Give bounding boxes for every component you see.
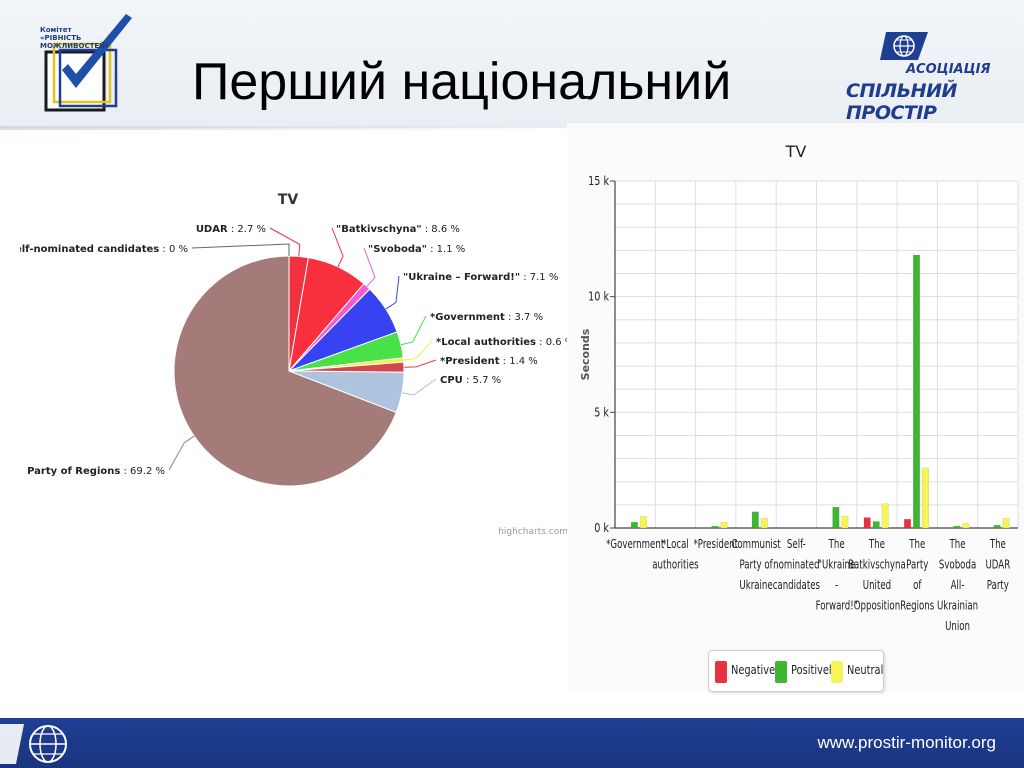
bar[interactable]	[953, 525, 961, 529]
bar[interactable]	[872, 521, 880, 529]
pie-data-label: *Local authorities : 0.6 %	[436, 337, 574, 348]
pie-connector	[401, 378, 437, 396]
bar[interactable]	[841, 515, 849, 529]
legend-swatch	[831, 661, 843, 683]
pie-data-label: *President : 1.4 %	[440, 356, 538, 367]
bar[interactable]	[630, 521, 638, 529]
x-tick-label: Communist Party of Ukraine	[731, 538, 780, 593]
bar[interactable]	[881, 503, 889, 529]
bar-title: TV	[785, 142, 807, 161]
committee-logo	[44, 14, 132, 112]
association-logo-line1: АСОЦІАЦІЯ	[906, 62, 991, 77]
bar[interactable]	[760, 518, 768, 529]
x-tick-label: *President	[693, 538, 738, 552]
pie-chart: TV UDAR : 2.7 % "Batkivschyna" : 8.6 % "Svo…	[20, 192, 574, 537]
bar[interactable]	[922, 467, 929, 529]
bar[interactable]	[711, 525, 719, 529]
pie-connector	[403, 359, 437, 368]
association-logo	[880, 32, 928, 60]
bar[interactable]	[832, 506, 840, 529]
bar-chart-legend: Negatively Positively Neutral	[708, 650, 884, 692]
pie-credit[interactable]: highcharts.com	[498, 527, 568, 537]
x-tick-label: The UDAR Party	[986, 538, 1011, 593]
bar[interactable]	[913, 254, 920, 529]
x-tick-label: The Party of Regions	[900, 538, 934, 613]
x-tick-label: The Batkivschyna United Opposition	[848, 538, 906, 613]
y-tick-label: 10 k	[588, 290, 609, 304]
pie-data-label: Party of Regions : 69.2 %	[27, 466, 165, 477]
y-axis-title: Seconds	[579, 328, 592, 380]
association-logo-line2: СПІЛЬНИЙ ПРОСТІР	[846, 80, 957, 124]
y-tick-label: 0 k	[594, 521, 609, 535]
pie-data-label: "Ukraine – Forward!" : 7.1 %	[403, 272, 558, 283]
legend-item[interactable]: Neutral	[847, 663, 884, 677]
header-divider	[0, 126, 580, 130]
pie-data-label: UDAR : 2.7 %	[196, 224, 266, 235]
pie-data-label: "Svoboda" : 1.1 %	[368, 244, 465, 255]
header-band	[0, 0, 1024, 128]
bar[interactable]	[639, 516, 647, 529]
pie-data-label: Self-nominated candidates : 0 %	[20, 244, 188, 255]
pie-connector	[191, 243, 290, 256]
bar[interactable]	[962, 523, 970, 529]
legend-item[interactable]: Positively	[791, 663, 838, 677]
pie-connector	[331, 227, 344, 268]
pie-title: TV	[278, 192, 299, 208]
x-tick-label: *Local authorities	[652, 538, 698, 572]
x-tick-label: The Svoboda All-Ukrainian Union	[937, 538, 978, 634]
x-tick-label: *Government	[606, 538, 664, 552]
pie-data-label: CPU : 5.7 %	[440, 375, 501, 386]
bar[interactable]	[993, 524, 1001, 529]
legend-swatch	[775, 661, 787, 683]
pie-connector	[403, 340, 433, 361]
x-tick-label: The "Ukraine -Forward!"	[816, 538, 858, 613]
page-title: Перший національний	[192, 53, 732, 111]
bar[interactable]	[904, 518, 911, 529]
pie-connector	[363, 247, 376, 287]
bar[interactable]	[751, 511, 759, 529]
footer-globe-icon	[0, 724, 67, 764]
bar[interactable]	[863, 517, 871, 529]
committee-logo-text: Комітет «РІВНІСТЬ МОЖЛИВОСТЕЙ»	[40, 26, 110, 50]
legend-item[interactable]: Negatively	[731, 663, 784, 677]
x-tick-label: Self-nominated candidates	[773, 538, 820, 593]
pie-data-label: "Batkivschyna" : 8.6 %	[336, 224, 460, 235]
bar[interactable]	[720, 521, 728, 529]
bar-chart: TV 0 k 5 k 10 k 15 k Seconds *Government*Local…	[579, 142, 1019, 634]
footer-bar	[0, 718, 1024, 768]
pie-connector	[168, 435, 195, 471]
pie-connector	[400, 315, 427, 346]
pie-connector	[269, 227, 301, 257]
pie-connector	[385, 275, 400, 310]
legend-swatch	[715, 661, 727, 683]
bar[interactable]	[1002, 518, 1010, 529]
pie-slice[interactable]	[173, 255, 397, 487]
y-tick-label: 5 k	[594, 405, 609, 419]
footer-url[interactable]: www.prostir-monitor.org	[817, 733, 996, 752]
pie-data-label: *Government : 3.7 %	[430, 312, 543, 323]
y-tick-label: 15 k	[588, 174, 609, 188]
